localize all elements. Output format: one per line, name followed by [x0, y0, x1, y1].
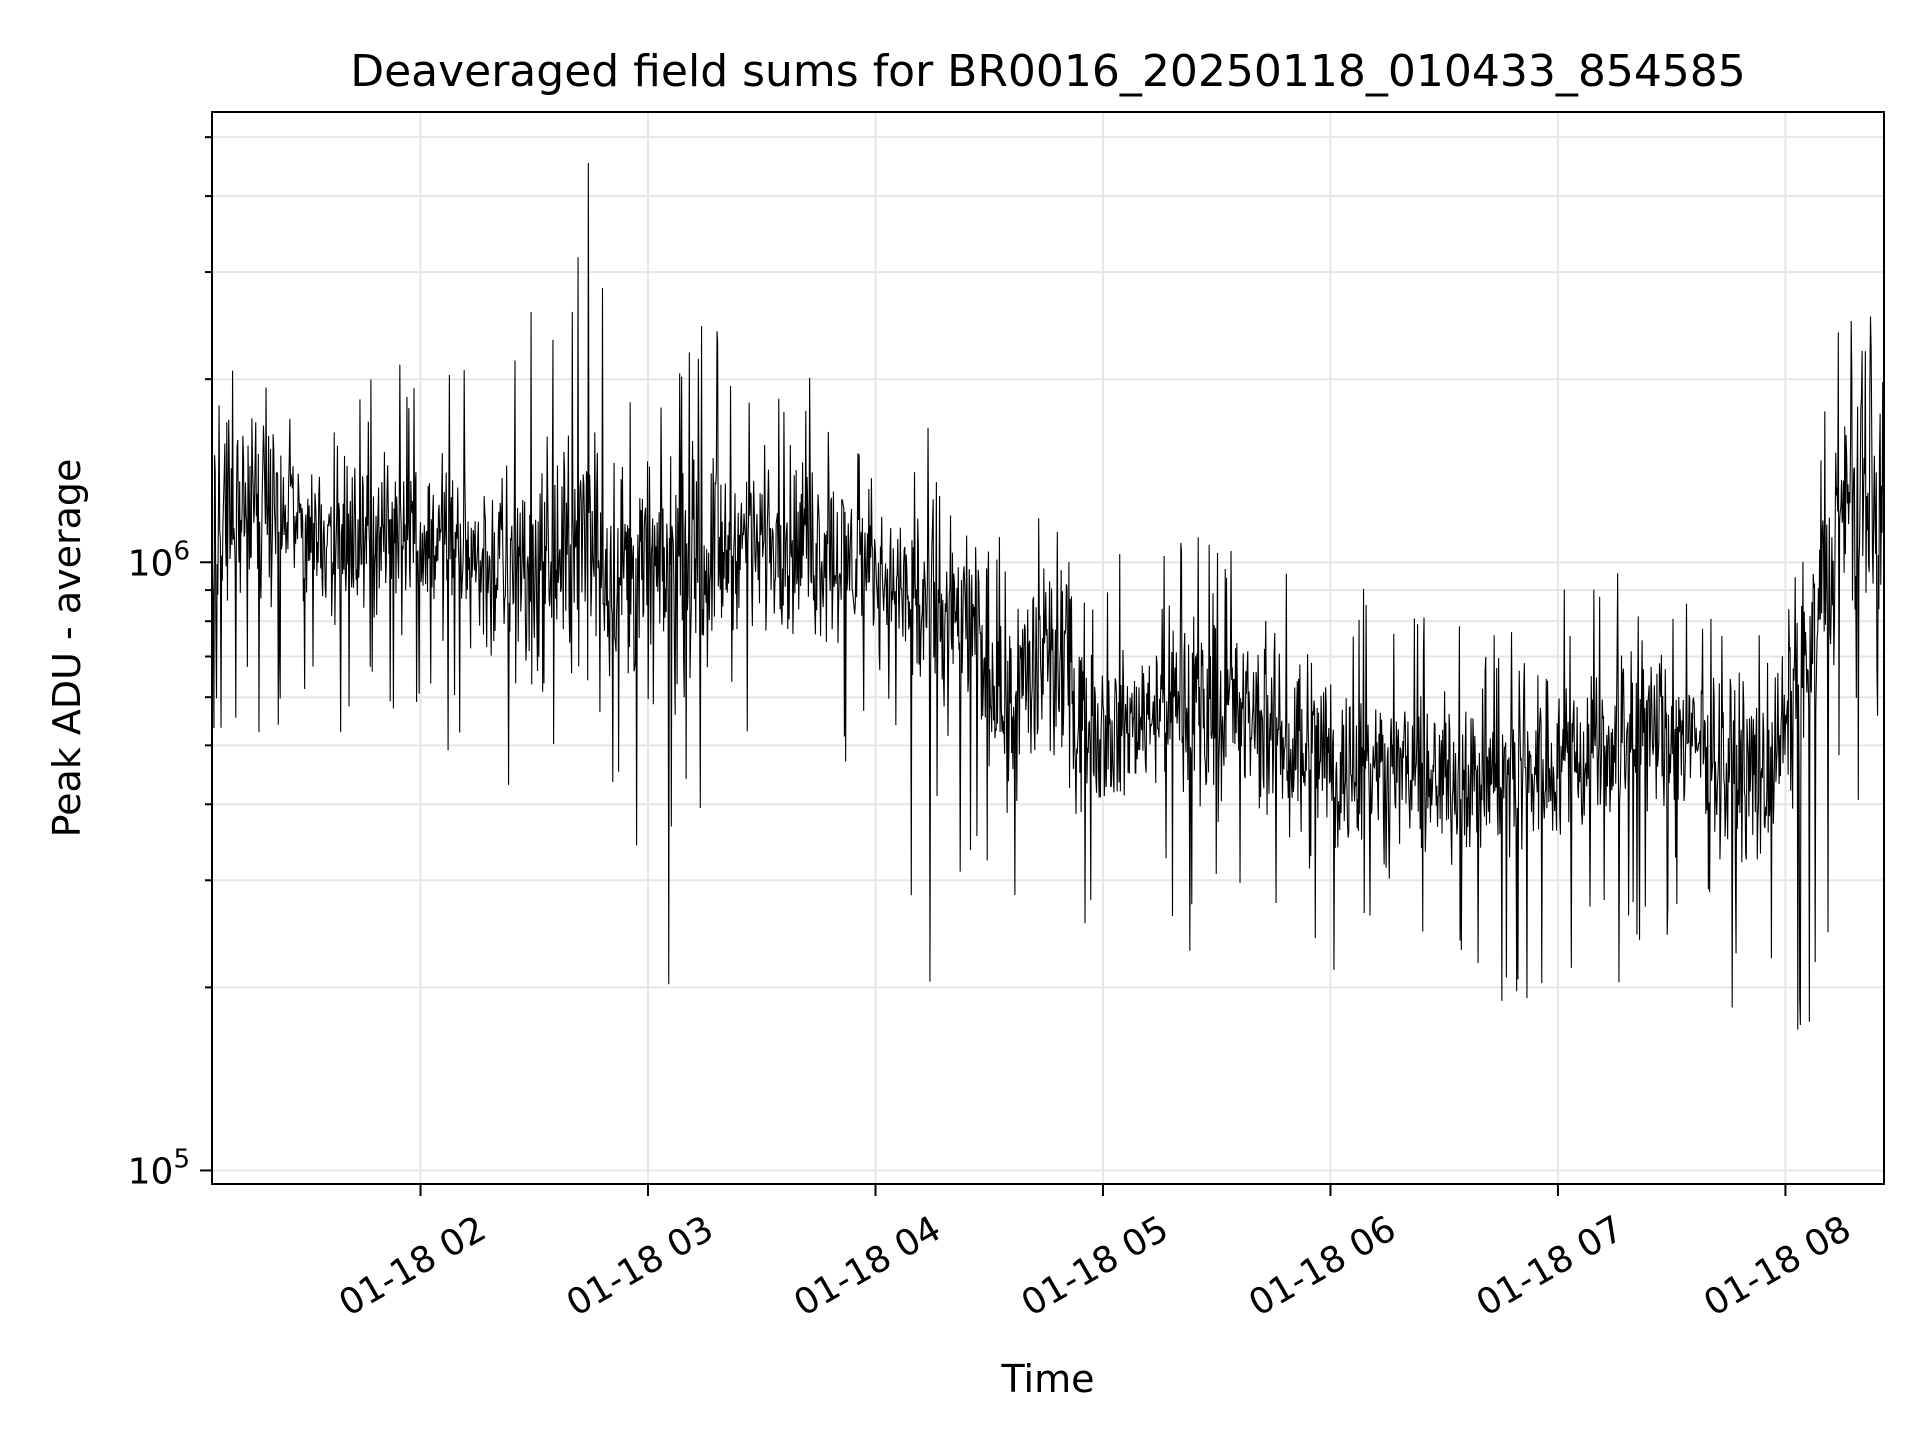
y-tick-label: 105	[128, 1144, 190, 1192]
y-tick-label: 106	[128, 536, 190, 584]
x-gridlines	[419, 112, 1787, 1184]
y-axis-label: Peak ADU - average	[45, 459, 89, 838]
plot-frame	[211, 111, 1885, 1185]
y-axis-ticks: 105 106	[128, 136, 212, 1192]
series-line	[211, 162, 1885, 1030]
x-axis-label: Time	[1001, 1357, 1095, 1401]
chart-title: Deaveraged field sums for BR0016_2025011…	[350, 46, 1746, 97]
y-gridlines	[212, 136, 1884, 1172]
